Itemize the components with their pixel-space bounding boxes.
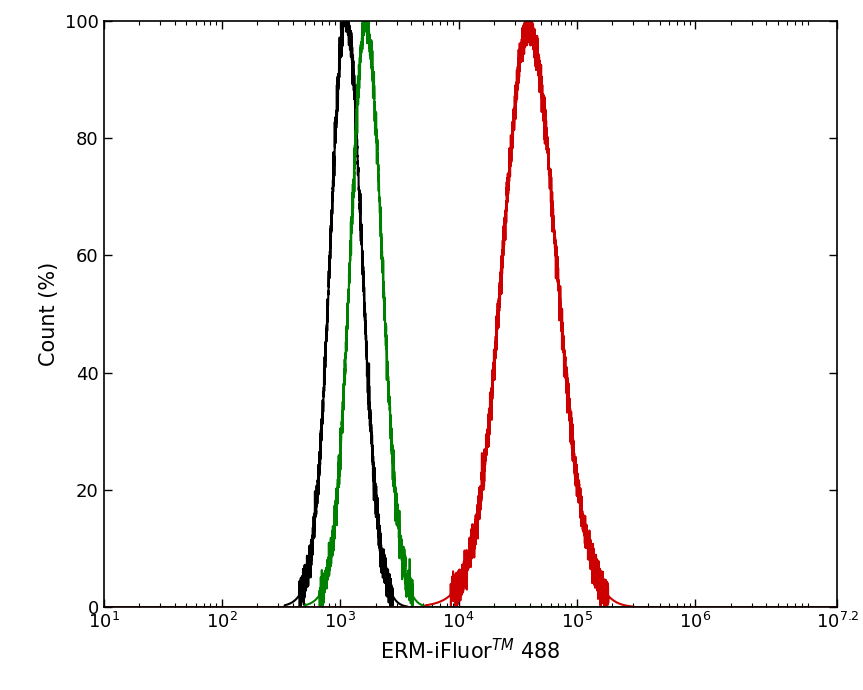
Y-axis label: Count (%): Count (%) <box>40 262 60 366</box>
X-axis label: ERM-iFluor$^{TM}$ 488: ERM-iFluor$^{TM}$ 488 <box>380 638 561 663</box>
